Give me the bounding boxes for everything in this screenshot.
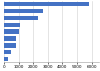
Bar <box>4 50 11 54</box>
Bar <box>4 9 44 13</box>
Bar <box>4 16 38 20</box>
Bar <box>4 23 20 27</box>
Bar <box>4 29 19 34</box>
Bar <box>4 43 16 48</box>
Bar <box>4 57 8 61</box>
Bar <box>4 2 89 6</box>
Bar <box>4 36 16 41</box>
